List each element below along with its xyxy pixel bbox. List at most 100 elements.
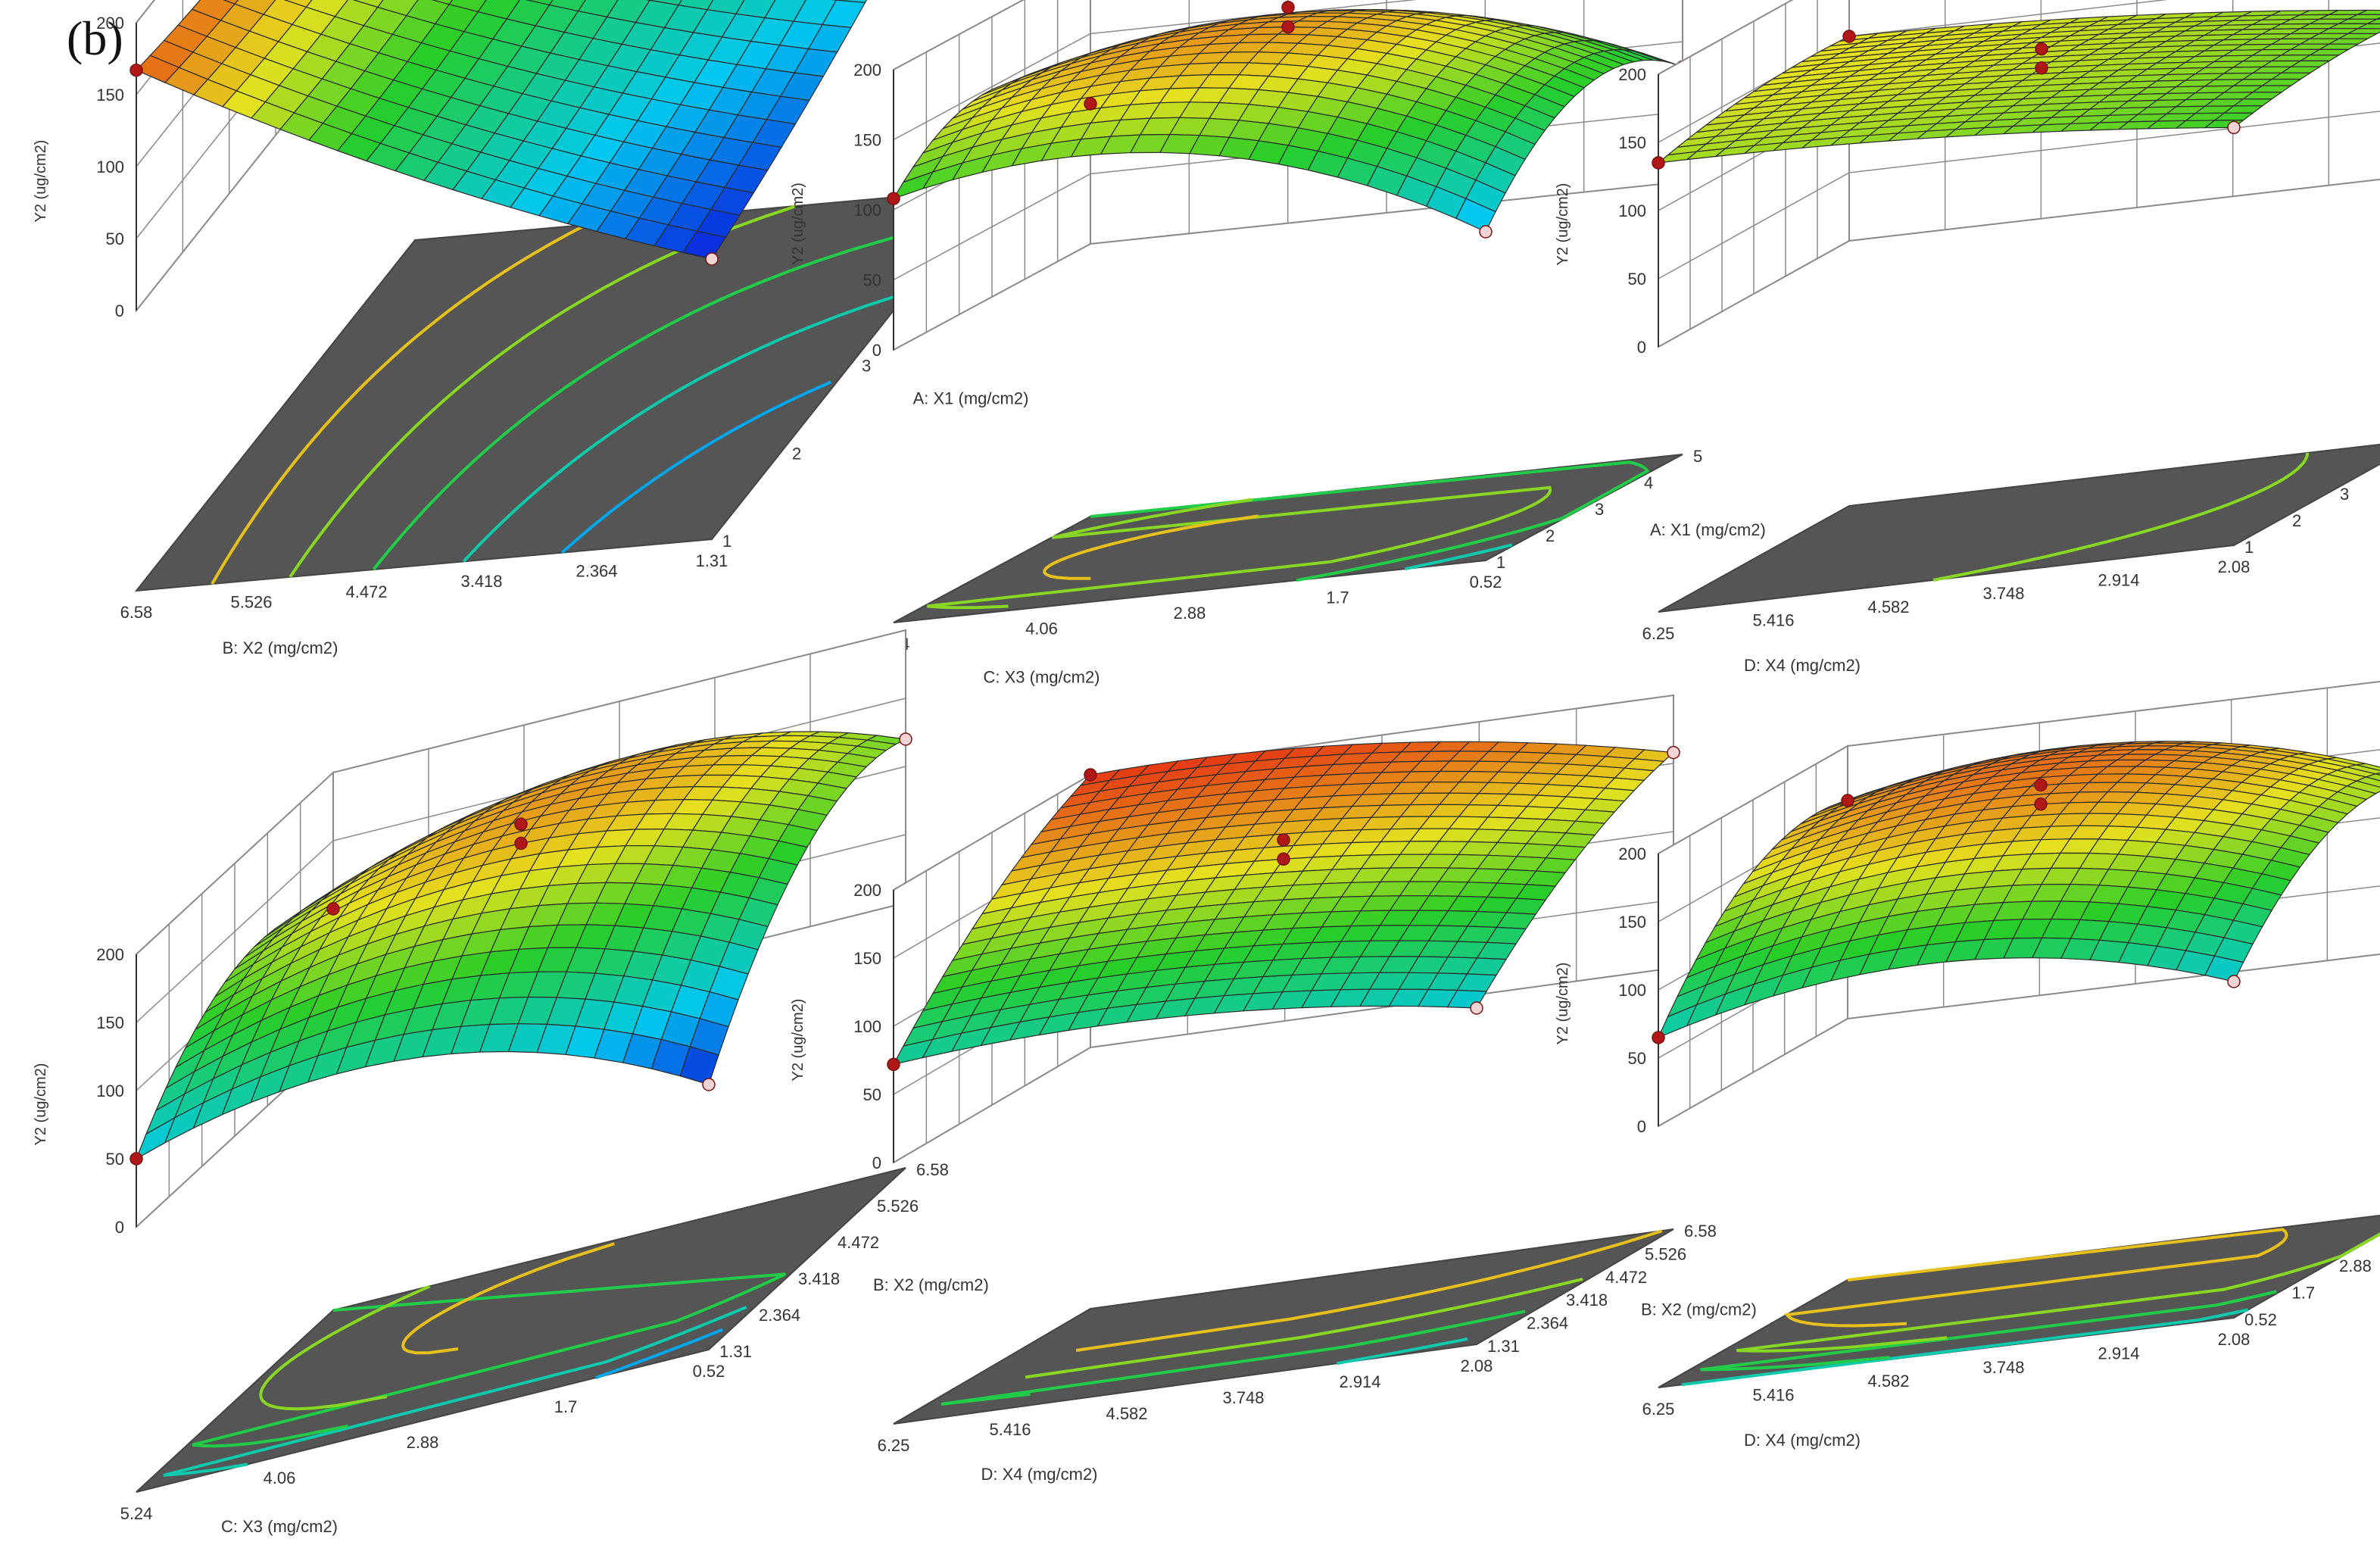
x-tick-label: 6.25 xyxy=(878,1436,910,1455)
x-tick-label: 3.748 xyxy=(1982,1358,2024,1377)
surface-plot-p5: 0 50 100 150 200 Y2 (ug/cm2) 6.25 5.416 4.582 3.7… xyxy=(790,694,1757,1484)
y-tick-label: 1.31 xyxy=(719,1342,752,1361)
z-tick-label: 200 xyxy=(96,14,124,33)
x-tick-label: 0.52 xyxy=(693,1362,725,1381)
x-tick-label: 1.7 xyxy=(554,1397,578,1416)
design-point xyxy=(705,252,719,266)
y-axis-label: B: X2 (mg/cm2) xyxy=(873,1275,989,1294)
x-tick-label: 4.06 xyxy=(264,1469,296,1487)
z-tick-label: 100 xyxy=(1618,981,1646,1000)
y-tick-label: 1.7 xyxy=(2292,1284,2316,1303)
y-tick-label: 1 xyxy=(2244,538,2254,557)
contour-line xyxy=(192,1272,786,1448)
contour-line xyxy=(1736,1231,2380,1353)
design-point xyxy=(887,1057,900,1072)
x-tick-label: 6.58 xyxy=(120,603,153,622)
z-tick-label: 100 xyxy=(96,158,124,176)
z-tick-label: 100 xyxy=(853,201,881,220)
contour-line xyxy=(1404,543,1513,571)
z-tick-label: 200 xyxy=(1618,844,1646,863)
x-tick-label: 2.88 xyxy=(1174,604,1206,623)
z-tick-label: 200 xyxy=(853,881,881,900)
x-tick-label: 5.416 xyxy=(1752,610,1794,629)
z-tick-label: 50 xyxy=(106,229,124,248)
surface-cell xyxy=(2366,18,2380,25)
z-tick-label: 150 xyxy=(853,949,881,968)
x-tick-label: 2.914 xyxy=(1339,1372,1380,1391)
design-point xyxy=(887,192,900,205)
z-tick-label: 0 xyxy=(1637,338,1646,357)
x-axis-label: C: X3 (mg/cm2) xyxy=(983,668,1100,687)
z-axis-label: Y2 (ug/cm2) xyxy=(1555,183,1571,266)
design-point xyxy=(1841,794,1854,807)
z-tick-label: 150 xyxy=(1618,913,1646,932)
design-point xyxy=(1084,97,1097,111)
x-tick-label: 5.24 xyxy=(120,1504,153,1523)
response-surface xyxy=(135,0,868,260)
z-tick-label: 0 xyxy=(115,301,124,320)
x-tick-label: 1.7 xyxy=(1326,588,1349,607)
design-point xyxy=(1667,745,1680,760)
design-point xyxy=(2034,798,2048,811)
design-point xyxy=(1652,1031,1665,1044)
design-point xyxy=(2035,61,2048,75)
z-tick-label: 100 xyxy=(853,1017,881,1036)
z-tick-label: 150 xyxy=(96,1013,124,1032)
x-tick-label: 1.31 xyxy=(696,551,728,570)
design-point xyxy=(514,836,528,851)
x-tick-label: 5.526 xyxy=(230,592,272,611)
x-tick-label: 4.472 xyxy=(345,582,387,601)
panel-label: (b) xyxy=(67,11,123,65)
design-point xyxy=(514,817,528,832)
design-point xyxy=(2227,975,2241,988)
x-tick-label: 2.08 xyxy=(1461,1356,1493,1375)
design-point xyxy=(2035,42,2048,56)
z-tick-label: 150 xyxy=(853,131,881,150)
contour-line xyxy=(211,223,587,585)
design-point xyxy=(1479,225,1493,239)
design-point xyxy=(1470,1001,1483,1015)
contour-line xyxy=(1700,1290,2277,1372)
z-axis-label: Y2 (ug/cm2) xyxy=(790,183,806,265)
design-point xyxy=(2034,778,2048,792)
x-tick-label: 2.08 xyxy=(2218,1330,2251,1349)
x-axis-label: D: X4 (mg/cm2) xyxy=(1744,1431,1861,1450)
contour-line xyxy=(1090,460,1650,582)
design-point xyxy=(129,1152,143,1166)
y-tick-label: 2.364 xyxy=(1527,1314,1568,1333)
contour-floor xyxy=(1658,443,2380,613)
x-tick-label: 3.748 xyxy=(1222,1388,1264,1407)
x-tick-label: 2.364 xyxy=(576,562,617,581)
z-tick-label: 150 xyxy=(96,86,124,105)
design-point xyxy=(1842,30,1856,43)
y-tick-label: 2 xyxy=(2292,511,2301,530)
z-tick-label: 100 xyxy=(96,1082,124,1100)
z-tick-label: 100 xyxy=(1618,201,1646,220)
y-tick-label: 4 xyxy=(1644,473,1653,492)
contour-line xyxy=(163,1305,747,1477)
z-axis-label: Y2 (ug/cm2) xyxy=(33,140,49,223)
response-surface xyxy=(135,731,907,1160)
z-axis-label: Y2 (ug/cm2) xyxy=(1555,963,1571,1045)
y-tick-label: 6.58 xyxy=(916,1160,949,1179)
x-tick-label: 0.52 xyxy=(1470,573,1502,592)
y-tick-label: 5 xyxy=(1693,447,1702,466)
x-axis-label: D: X4 (mg/cm2) xyxy=(981,1465,1097,1484)
y-tick-label: 1 xyxy=(1496,553,1505,572)
contour-line xyxy=(462,292,903,563)
y-tick-label: 3 xyxy=(862,357,871,376)
surface-cell xyxy=(2364,773,2380,782)
design-point xyxy=(1277,833,1290,847)
z-tick-label: 0 xyxy=(872,1153,881,1172)
x-tick-label: 4.582 xyxy=(1106,1404,1147,1423)
contour-floor xyxy=(893,454,1683,623)
surface-plot-p6: 0 50 100 150 200 Y2 (ug/cm2) 6.25 5.416 4.582 3.7… xyxy=(1555,680,2380,1450)
response-surface xyxy=(1657,741,2380,1039)
z-axis-label: Y2 (ug/cm2) xyxy=(790,999,806,1082)
surface-plot-p4: 0 50 100 150 200 Y2 (ug/cm2) 5.24 4.06 2.88 1.7 0.… xyxy=(33,629,989,1536)
y-tick-label: 4.472 xyxy=(838,1233,879,1252)
y-tick-label: 1.31 xyxy=(1487,1337,1520,1356)
x-tick-label: 5.416 xyxy=(1752,1386,1794,1405)
